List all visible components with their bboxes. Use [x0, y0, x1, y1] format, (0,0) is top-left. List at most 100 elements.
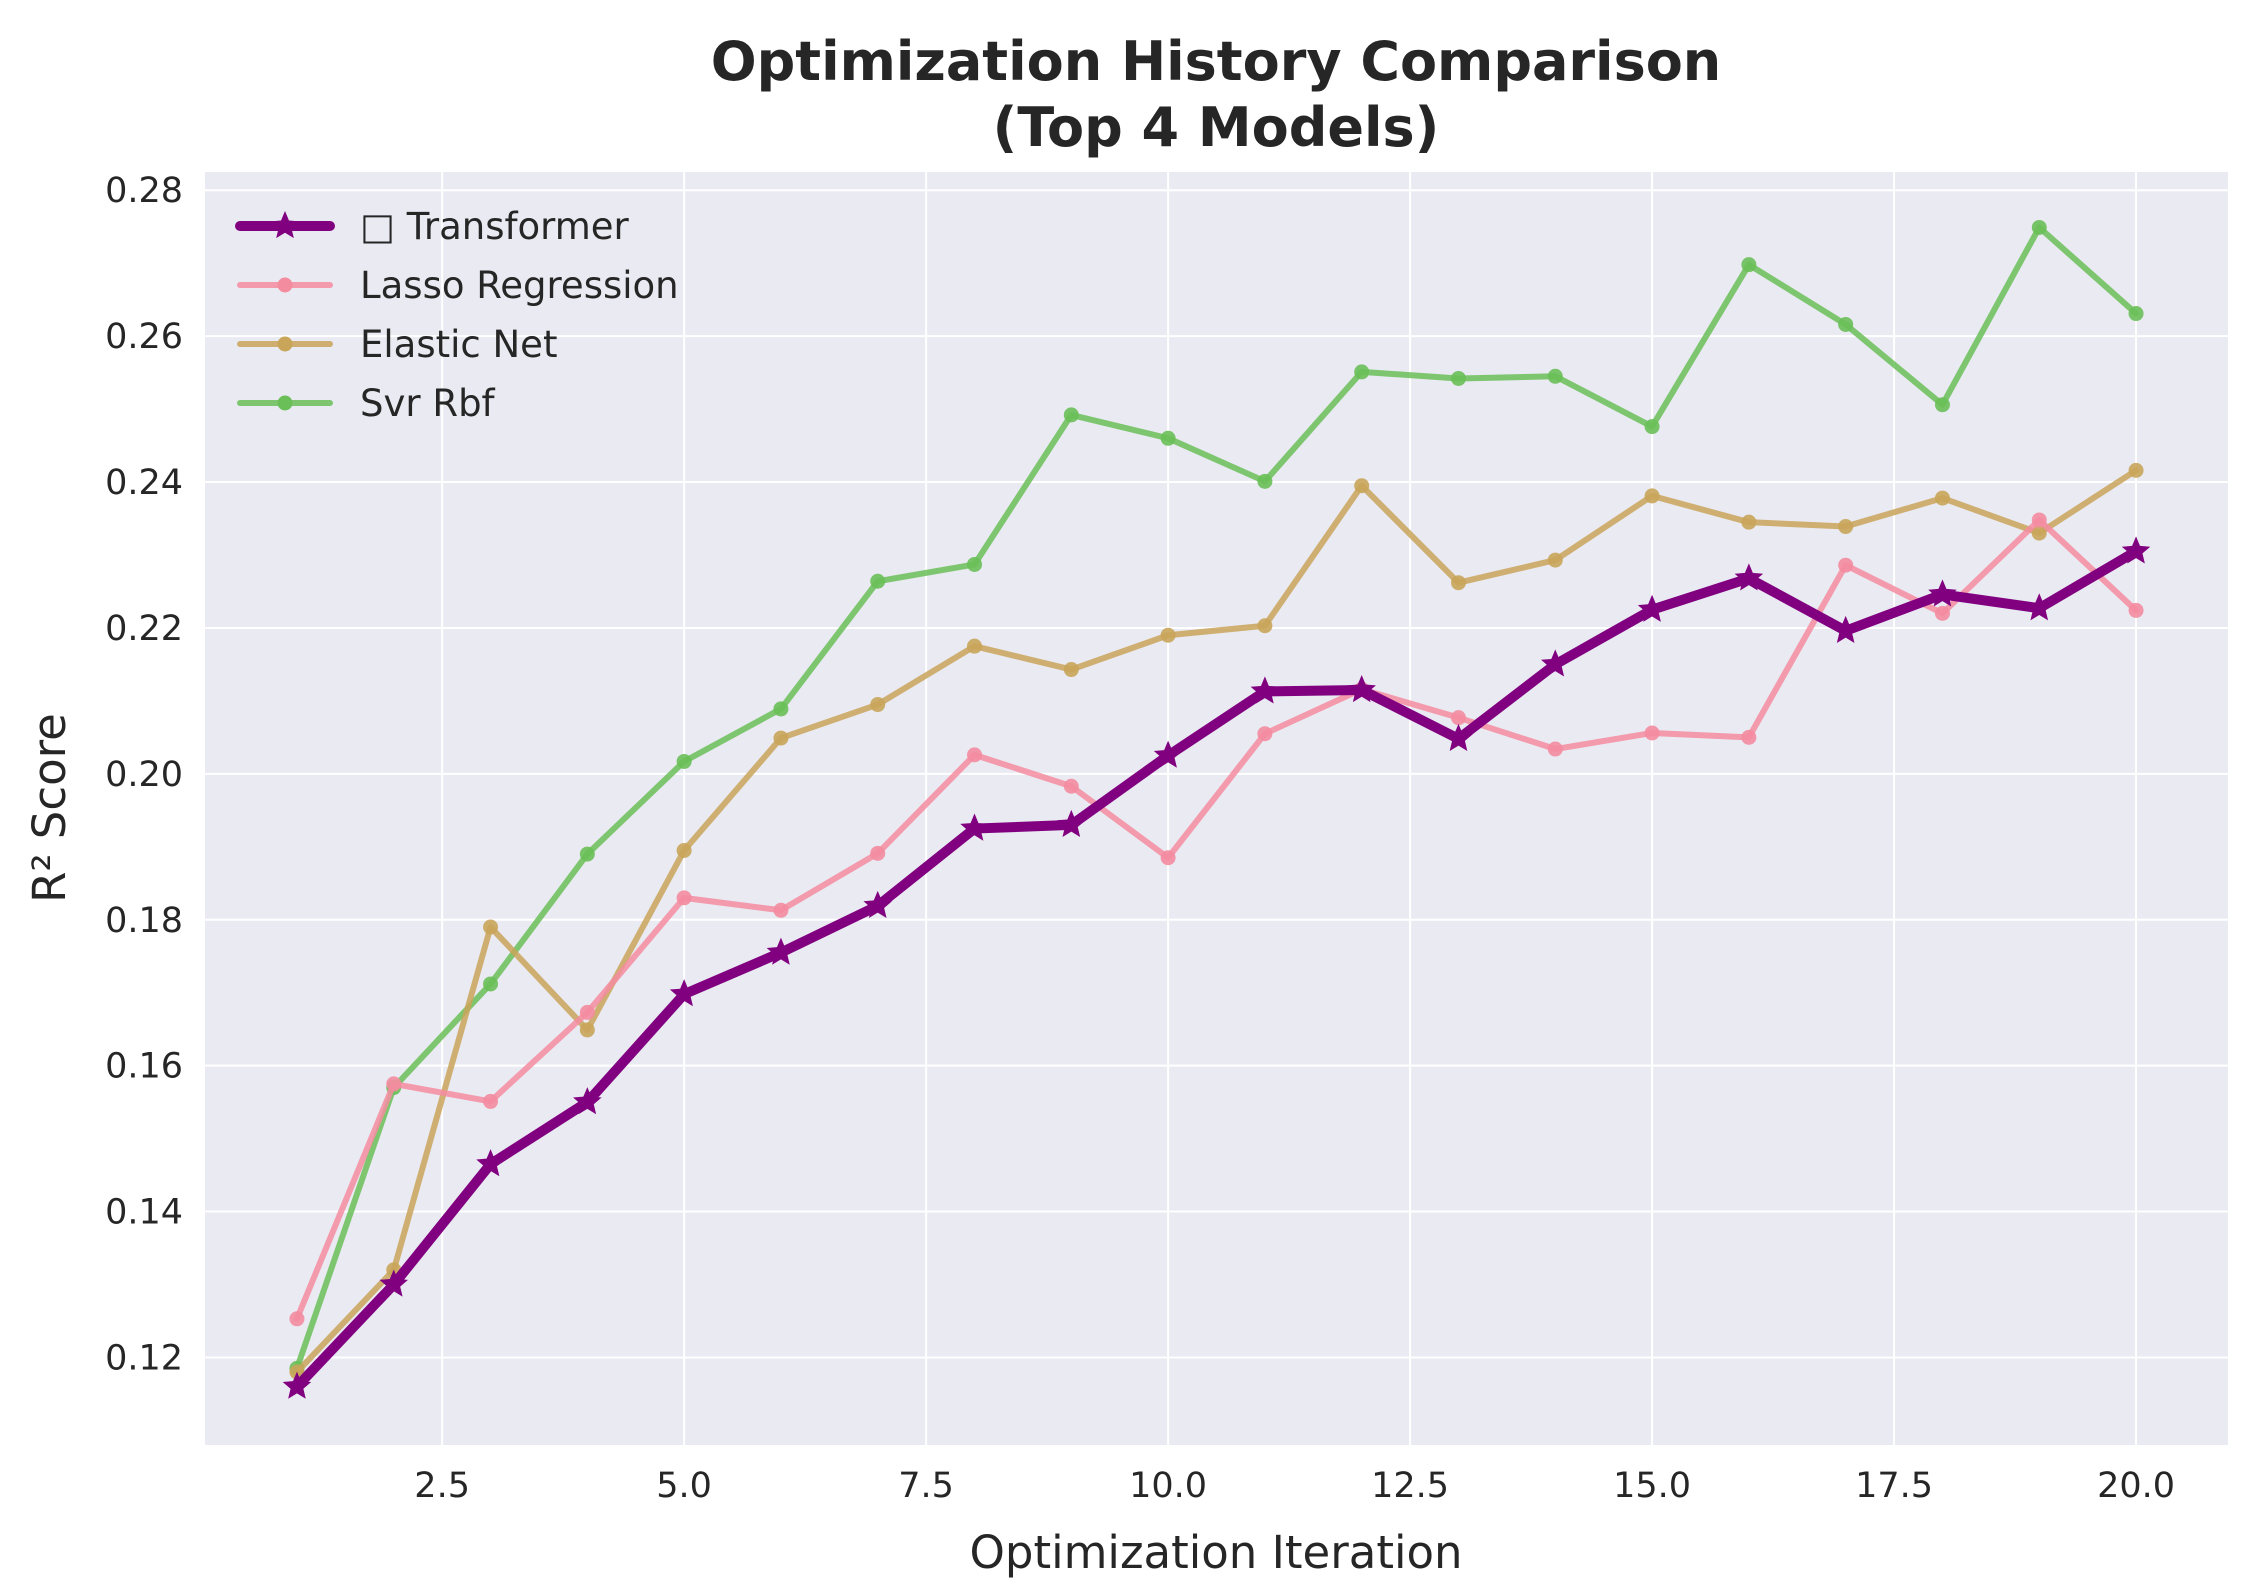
data-point	[1354, 478, 1370, 494]
grid-lines	[205, 172, 2228, 1445]
y-tick-label: 0.16	[105, 1047, 183, 1087]
series-group	[282, 219, 2151, 1399]
data-point	[476, 1149, 505, 1177]
legend: □ Transformer Lasso Regression Elastic Net…	[235, 205, 679, 425]
data-point	[2031, 219, 2047, 235]
data-point	[2128, 306, 2144, 322]
data-point	[1160, 850, 1176, 866]
data-point	[1160, 430, 1176, 446]
data-point	[1257, 618, 1273, 634]
x-tick-label: 5.0	[656, 1466, 712, 1506]
data-point	[766, 937, 796, 965]
data-point	[1354, 364, 1370, 380]
data-point	[282, 1371, 312, 1399]
data-point	[1547, 368, 1563, 384]
x-tick-label: 17.5	[1855, 1466, 1933, 1506]
data-point	[1063, 778, 1079, 794]
data-point	[579, 846, 595, 862]
data-point	[773, 701, 789, 717]
legend-label: Svr Rbf	[360, 382, 496, 425]
y-tick-label: 0.14	[105, 1193, 183, 1233]
y-tick-label: 0.20	[105, 755, 183, 795]
data-point	[1928, 579, 1957, 607]
data-point	[579, 1004, 595, 1020]
series-line	[293, 516, 2140, 1322]
data-point	[960, 813, 989, 841]
legend-swatch-marker	[277, 277, 293, 293]
data-point	[676, 890, 692, 906]
data-point	[2031, 512, 2047, 528]
data-point	[1838, 519, 1854, 535]
data-point	[870, 573, 886, 589]
x-tick-label: 15.0	[1613, 1466, 1691, 1506]
x-tick-label: 7.5	[898, 1466, 954, 1506]
plot-area	[205, 172, 2228, 1445]
data-point	[1644, 725, 1660, 741]
y-tick-label: 0.26	[105, 317, 183, 357]
data-point	[1934, 605, 1950, 621]
data-point	[773, 902, 789, 918]
legend-swatch-marker	[277, 336, 293, 352]
data-point	[1257, 726, 1273, 742]
data-point	[1838, 316, 1854, 332]
x-tick-label: 2.5	[414, 1466, 470, 1506]
series-lasso-regression	[289, 512, 2144, 1327]
legend-swatch-marker	[277, 395, 293, 411]
data-point	[1450, 575, 1466, 591]
data-point	[676, 753, 692, 769]
data-point	[2128, 462, 2144, 478]
data-point	[483, 976, 499, 992]
chart-title-line2: (Top 4 Models)	[993, 96, 1440, 159]
data-point	[1644, 488, 1660, 504]
x-tick-label: 12.5	[1371, 1466, 1449, 1506]
data-point	[1250, 676, 1280, 704]
x-tick-label: 20.0	[2097, 1466, 2175, 1506]
data-point	[967, 747, 983, 763]
series-svr-rbf	[289, 219, 2144, 1376]
data-point	[1934, 490, 1950, 506]
data-point	[1741, 257, 1757, 273]
series-line	[293, 467, 2140, 1376]
data-point	[579, 1022, 595, 1038]
data-point	[386, 1076, 402, 1092]
data-point	[1450, 370, 1466, 386]
data-point	[1734, 563, 1764, 591]
series-line	[291, 546, 2142, 1392]
data-point	[967, 638, 983, 654]
data-point	[1547, 741, 1563, 757]
x-tick-label: 10.0	[1129, 1466, 1207, 1506]
data-point	[1644, 419, 1660, 435]
data-point	[483, 1093, 499, 1109]
data-point	[1153, 740, 1183, 768]
data-point	[1444, 723, 1473, 751]
y-tick-label: 0.18	[105, 901, 183, 941]
data-point	[1541, 649, 1570, 677]
data-point	[669, 979, 699, 1007]
data-point	[289, 1311, 305, 1327]
y-tick-label: 0.22	[105, 609, 183, 649]
x-tick-labels: 2.5 5.0 7.5 10.0 12.5 15.0 17.5 20.0	[414, 1466, 2175, 1506]
data-point	[573, 1087, 602, 1115]
chart-title-line1: Optimization History Comparison	[711, 30, 1722, 93]
data-point	[2024, 593, 2054, 621]
data-point	[483, 919, 499, 935]
legend-label: Elastic Net	[360, 323, 557, 366]
y-tick-label: 0.28	[105, 171, 183, 211]
series-line	[293, 224, 2140, 1372]
data-point	[1450, 710, 1466, 726]
data-point	[870, 697, 886, 713]
data-point	[1063, 662, 1079, 678]
data-point	[2128, 602, 2144, 618]
data-point	[1547, 552, 1563, 568]
data-point	[2031, 525, 2047, 541]
data-point	[1831, 615, 1860, 643]
x-axis-label: Optimization Iteration	[969, 1526, 1462, 1579]
y-tick-label: 0.24	[105, 463, 183, 503]
data-point	[773, 730, 789, 746]
legend-swatch-marker	[270, 211, 300, 239]
data-point	[1257, 473, 1273, 489]
legend-label: Lasso Regression	[360, 264, 679, 307]
data-point	[1160, 627, 1176, 643]
data-point	[2121, 536, 2151, 564]
